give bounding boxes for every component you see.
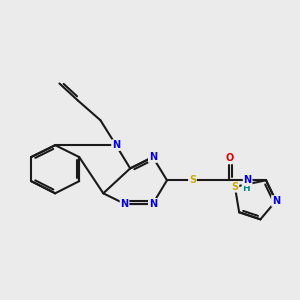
Text: N: N — [244, 175, 252, 185]
Text: N: N — [149, 152, 157, 162]
Text: N: N — [149, 199, 157, 209]
Text: O: O — [225, 154, 233, 164]
Text: H: H — [242, 184, 250, 193]
Text: S: S — [231, 182, 239, 192]
Text: N: N — [272, 196, 280, 206]
Text: N: N — [112, 140, 120, 150]
Text: N: N — [121, 199, 129, 209]
Text: S: S — [189, 175, 196, 185]
